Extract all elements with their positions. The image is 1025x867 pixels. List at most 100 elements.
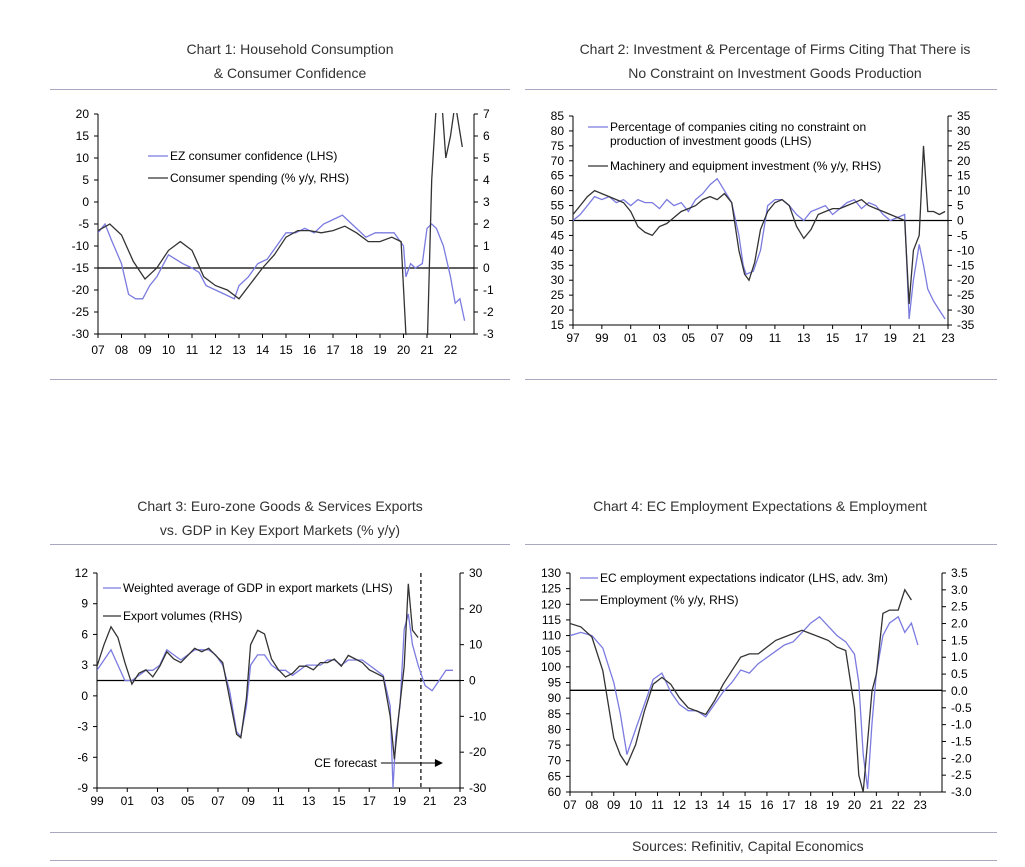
chart-4-left-tick-label: 60 [548,785,562,799]
chart-4-x-tick-label: 21 [870,798,884,812]
chart-3-left-tick-label: 0 [81,689,88,703]
chart-3-title: Chart 3: Euro-zone Goods & Services Expo… [80,494,480,542]
chart-4-x-tick-label: 18 [804,798,818,812]
chart-4-right-tick-label: -1.0 [951,718,972,732]
chart-2-x-tick-label: 19 [884,331,898,345]
chart-3-right-tick-label: 0 [469,674,476,688]
chart-2-x-tick-label: 15 [826,331,840,345]
chart-3-left-tick-label: -3 [77,720,88,734]
chart-4-left-tick-label: 85 [548,707,562,721]
chart-2-x-tick-label: 17 [855,331,869,345]
chart-3-left-tick-label: -6 [77,750,88,764]
chart-2-title: Chart 2: Investment & Percentage of Firm… [525,37,1025,85]
chart-2-right-tick-label: -35 [957,318,975,332]
chart-3-legend-label: Export volumes (RHS) [123,609,242,623]
chart-1-left-tick-label: -30 [72,327,90,341]
chart-4-x-tick-label: 22 [892,798,906,812]
chart-1-left-tick-label: 20 [76,107,90,121]
chart-4-x-tick-label: 08 [585,798,599,812]
chart-1-x-tick-label: 09 [138,343,152,357]
chart-4-title-line-1: Chart 4: EC Employment Expectations & Em… [593,498,927,514]
chart-3-forecast-label: CE forecast [314,756,377,770]
chart-2-left-tick-label: 50 [551,214,565,228]
chart-1-left-tick-label: -20 [72,283,90,297]
chart-3-x-tick-label: 07 [211,794,225,808]
chart-4-right-tick-label: -1.5 [951,734,972,748]
chart-2-right-tick-label: 15 [957,169,971,183]
chart-3-legend-label: Weighted average of GDP in export market… [123,581,393,595]
chart-1-right-tick-label: -3 [483,327,494,341]
chart-4-left-tick-label: 130 [541,566,561,580]
chart-2-x-tick-label: 07 [711,331,725,345]
chart-1-right-tick-label: 0 [483,261,490,275]
chart-1-x-tick-label: 15 [279,343,293,357]
chart-4-x-tick-label: 15 [738,798,752,812]
chart-4-right-tick-label: -2.5 [951,768,972,782]
chart-4-series-lhs-line [570,615,919,789]
chart-3-x-tick-label: 23 [453,794,467,808]
chart-4-title: Chart 4: EC Employment Expectations & Em… [530,494,990,518]
chart-2-series-lhs-line [573,177,946,320]
chart-4-left-tick-label: 75 [548,738,562,752]
chart-3-x-tick-label: 11 [272,794,285,808]
chart-2-left-tick-label: 80 [551,124,565,138]
chart-4-right-tick-label: -0.5 [951,701,972,715]
chart-4-right-tick-label: -3.0 [951,785,972,799]
chart-4-right-tick-label: 1.5 [951,633,968,647]
chart-1-legend-label: Consumer spending (% y/y, RHS) [170,171,349,185]
chart-2-right-tick-label: -5 [957,228,968,242]
mid-rule-left [50,379,510,380]
chart-4-x-tick-label: 14 [716,798,730,812]
chart-4-x-tick-label: 17 [782,798,796,812]
chart-1-x-tick-label: 14 [256,343,270,357]
chart-4-legend-label: EC employment expectations indicator (LH… [600,571,888,585]
chart-3-right-tick-label: -20 [469,745,487,759]
chart-1-right-tick-label: 7 [483,107,490,121]
chart-4-x-tick-label: 19 [826,798,840,812]
chart-3-x-tick-label: 19 [393,794,407,808]
chart-2-legend-label-line: Percentage of companies citing no constr… [610,120,866,134]
chart-3-x-tick-label: 05 [181,794,195,808]
chart-4-x-tick-label: 09 [607,798,621,812]
chart-3-series-rhs-line [97,583,419,760]
chart-2-left-tick-label: 20 [551,303,565,317]
chart-4-left-tick-label: 95 [548,676,562,690]
chart-3-x-tick-label: 03 [151,794,165,808]
chart-2-x-tick-label: 97 [566,331,580,345]
chart-1-left-tick-label: 5 [82,173,89,187]
chart-2-right-tick-label: 0 [957,214,964,228]
chart-4-left-tick-label: 115 [542,613,561,627]
chart-4-x-tick-label: 07 [563,798,577,812]
chart-4-left-tick-label: 100 [541,660,561,674]
chart-2-right-tick-label: -30 [957,303,975,317]
chart-2-left-tick-label: 45 [551,228,565,242]
chart-3-series-lhs-line [97,613,453,789]
chart-2-left-tick-label: 70 [551,154,565,168]
chart-1-x-tick-label: 07 [91,343,105,357]
chart-2-right-tick-label: -10 [957,243,975,257]
bottom-rule [50,832,997,833]
chart-4-x-tick-label: 16 [760,798,774,812]
chart-3-x-tick-label: 17 [363,794,377,808]
chart-3-left-tick-label: 9 [81,597,88,611]
chart-2-x-tick-label: 11 [769,331,782,345]
chart-2-left-tick-label: 75 [551,139,565,153]
chart-4-series-rhs-line [570,588,912,793]
chart-3-left-tick-label: 3 [81,658,88,672]
mid-rule-right [525,379,997,380]
chart-3-x-tick-label: 15 [332,794,346,808]
chart-4-right-tick-label: 0.5 [951,667,968,681]
chart-4-right-tick-label: 2.5 [951,600,968,614]
chart-2-right-tick-label: -25 [957,288,975,302]
chart-4-left-tick-label: 105 [541,644,561,658]
chart-4-left-tick-label: 90 [548,691,562,705]
chart-4-x-tick-label: 23 [913,798,927,812]
lower-rule-left [50,544,510,545]
chart-2-right-tick-label: -15 [957,258,975,272]
chart-3-right-tick-label: 30 [469,566,483,580]
chart-4-left-tick-label: 80 [548,722,562,736]
chart-2-x-tick-label: 99 [595,331,609,345]
chart-4-x-tick-label: 13 [695,798,709,812]
chart-1-right-tick-label: -1 [483,283,494,297]
chart-4-left-tick-label: 125 [541,582,561,596]
